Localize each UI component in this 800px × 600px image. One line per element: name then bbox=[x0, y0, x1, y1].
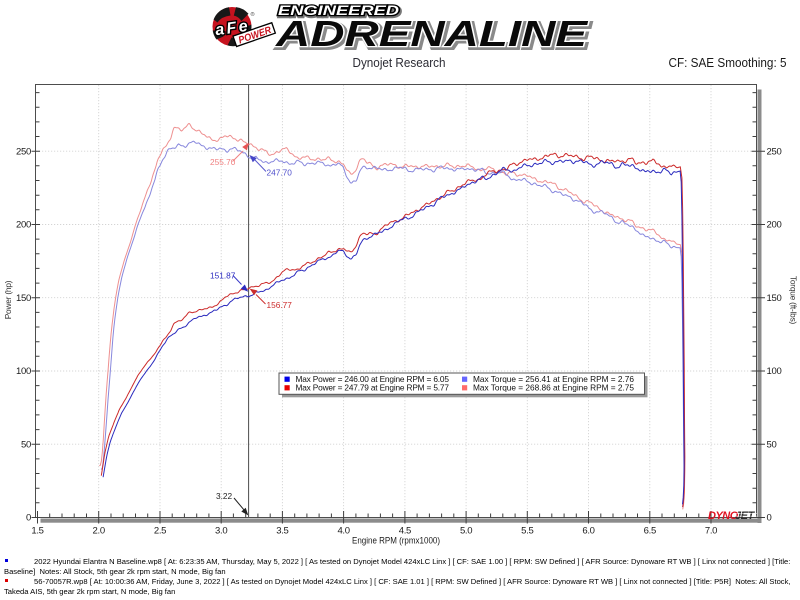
svg-text:150: 150 bbox=[767, 293, 782, 304]
svg-text:50: 50 bbox=[21, 439, 31, 450]
svg-text:156.77: 156.77 bbox=[267, 300, 293, 310]
svg-text:250: 250 bbox=[767, 146, 782, 157]
svg-text:6.5: 6.5 bbox=[644, 526, 656, 537]
svg-text:200: 200 bbox=[767, 220, 782, 231]
svg-text:4.5: 4.5 bbox=[399, 526, 411, 537]
svg-text:100: 100 bbox=[767, 366, 782, 377]
svg-text:ADRENALINE: ADRENALINE bbox=[277, 15, 591, 55]
svg-text:200: 200 bbox=[16, 220, 31, 231]
svg-text:5.5: 5.5 bbox=[521, 526, 533, 537]
svg-text:ENGINEERED: ENGINEERED bbox=[278, 2, 399, 18]
svg-text:4.0: 4.0 bbox=[337, 526, 349, 537]
svg-text:1.5: 1.5 bbox=[31, 526, 43, 537]
svg-text:Torque (ft-lbs): Torque (ft-lbs) bbox=[789, 276, 799, 325]
svg-text:100: 100 bbox=[16, 366, 31, 377]
svg-text:CF: SAE Smoothing: 5: CF: SAE Smoothing: 5 bbox=[669, 56, 787, 70]
svg-text:2.5: 2.5 bbox=[154, 526, 166, 537]
svg-text:Max Power = 246.00 at Engine R: Max Power = 246.00 at Engine RPM = 6.05 bbox=[296, 374, 450, 384]
svg-text:ADRENALINE: ADRENALINE bbox=[275, 13, 589, 54]
svg-text:255.70: 255.70 bbox=[210, 157, 236, 167]
svg-text:0: 0 bbox=[767, 513, 772, 524]
svg-text:6.0: 6.0 bbox=[582, 526, 594, 537]
svg-text:Max Torque = 256.41 at Engine: Max Torque = 256.41 at Engine RPM = 2.76 bbox=[473, 374, 634, 384]
svg-text:7.0: 7.0 bbox=[705, 526, 717, 537]
svg-text:3.5: 3.5 bbox=[276, 526, 288, 537]
svg-text:0: 0 bbox=[26, 513, 31, 524]
svg-text:3.0: 3.0 bbox=[215, 526, 227, 537]
svg-text:150: 150 bbox=[16, 293, 31, 304]
svg-text:®: ® bbox=[251, 11, 255, 18]
svg-text:151.87: 151.87 bbox=[210, 271, 236, 281]
svg-text:5.0: 5.0 bbox=[460, 526, 472, 537]
svg-text:Power (hp): Power (hp) bbox=[3, 280, 13, 319]
svg-text:247.70: 247.70 bbox=[267, 168, 293, 178]
svg-text:50: 50 bbox=[767, 439, 777, 450]
svg-text:ENGINEERED: ENGINEERED bbox=[279, 3, 400, 19]
svg-text:3.22: 3.22 bbox=[216, 491, 233, 501]
svg-text:ADRENALINE: ADRENALINE bbox=[275, 13, 589, 54]
svg-text:Max Power = 247.79 at Engine R: Max Power = 247.79 at Engine RPM = 5.77 bbox=[296, 382, 450, 392]
svg-text:Max Torque = 268.86 at Engine: Max Torque = 268.86 at Engine RPM = 2.75 bbox=[473, 382, 634, 392]
svg-text:ENGINEERED: ENGINEERED bbox=[278, 2, 399, 18]
svg-text:Dynojet Research: Dynojet Research bbox=[353, 56, 446, 70]
svg-text:2.0: 2.0 bbox=[93, 526, 105, 537]
svg-text:250: 250 bbox=[16, 146, 31, 157]
svg-text:DYNO: DYNO bbox=[708, 510, 739, 522]
svg-text:Engine RPM (rpmx1000): Engine RPM (rpmx1000) bbox=[352, 536, 440, 546]
